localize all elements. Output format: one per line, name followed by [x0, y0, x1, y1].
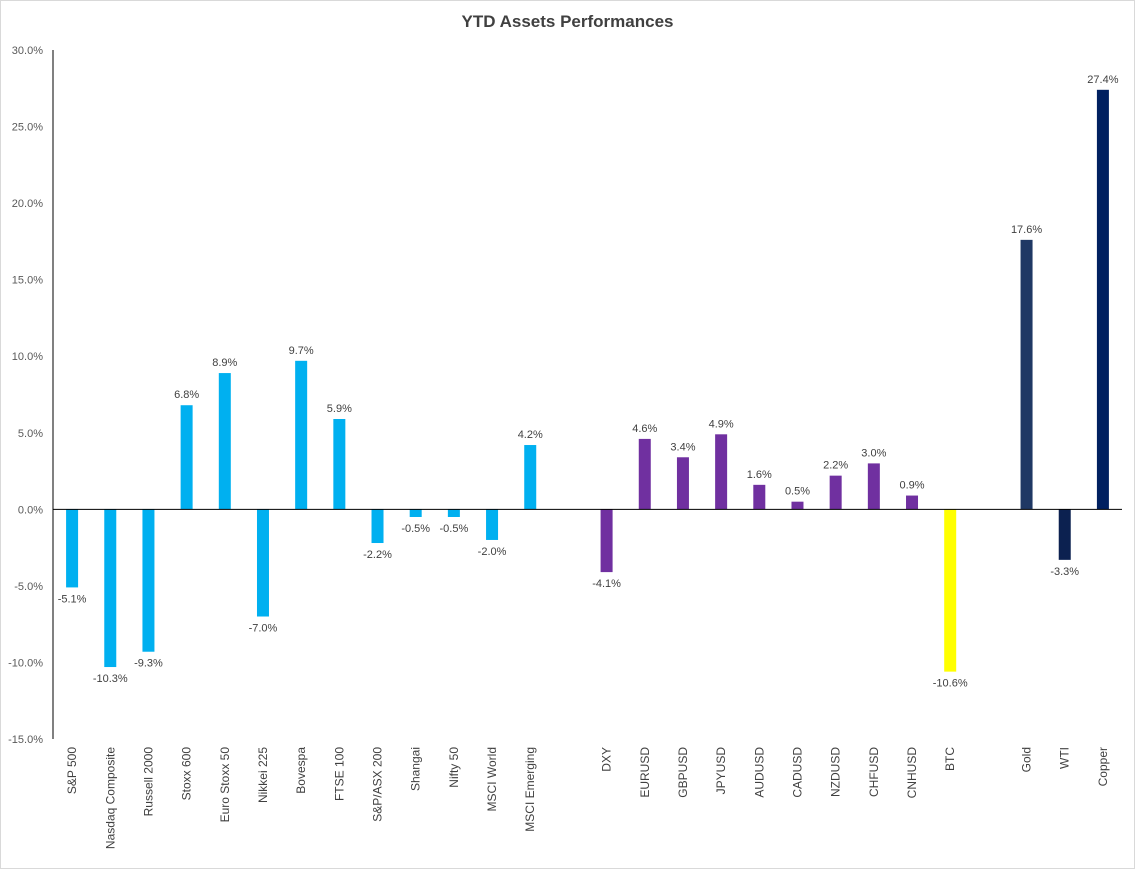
- bar: [256, 509, 269, 617]
- y-tick-label: -5.0%: [14, 581, 43, 593]
- x-tick-label: GBPUSD: [676, 747, 690, 798]
- data-label: 9.7%: [289, 345, 314, 357]
- bar: [486, 509, 499, 540]
- bar: [753, 484, 766, 510]
- data-label: 2.2%: [823, 460, 848, 472]
- data-label: 1.6%: [747, 469, 772, 481]
- x-tick-label: CNHUSD: [905, 747, 919, 799]
- chart-title: YTD Assets Performances: [461, 12, 674, 31]
- x-tick-label: Stoxx 600: [180, 747, 194, 801]
- data-label: -2.2%: [363, 549, 392, 561]
- labels-group: -15.0% -10.0% -5.0% 0.0% 5.0% 10.0% 15.0% 20.0%…: [8, 45, 1119, 849]
- x-tick-label: AUDUSD: [752, 747, 766, 798]
- y-tick-label: 10.0%: [12, 351, 43, 363]
- bar: [524, 445, 537, 510]
- bar: [1058, 509, 1071, 560]
- y-tick-label: 20.0%: [12, 198, 43, 210]
- bar: [295, 360, 308, 510]
- data-label: -5.1%: [58, 593, 87, 605]
- axes-group: [52, 50, 1122, 739]
- y-tick-label: 15.0%: [12, 275, 43, 287]
- x-tick-label: EURUSD: [638, 747, 652, 798]
- bar: [66, 509, 79, 588]
- bar: [333, 418, 346, 510]
- x-tick-label: Nasdaq Composite: [103, 747, 117, 849]
- data-label: 0.5%: [785, 486, 810, 498]
- bar: [600, 509, 613, 573]
- data-label: -2.0%: [478, 546, 507, 558]
- bar: [104, 509, 117, 668]
- bar: [676, 457, 689, 510]
- data-label: 4.6%: [632, 423, 657, 435]
- data-label: 4.9%: [709, 418, 734, 430]
- bar: [791, 501, 804, 510]
- x-tick-label: CADUSD: [790, 747, 804, 798]
- data-label: 3.4%: [670, 441, 695, 453]
- bar: [1020, 239, 1033, 510]
- data-label: 5.9%: [327, 403, 352, 415]
- x-tick-label: S&P/ASX 200: [371, 747, 385, 822]
- x-tick-label: DXY: [600, 747, 614, 772]
- bar: [829, 475, 842, 510]
- data-label: -4.1%: [592, 578, 621, 590]
- y-tick-label: -10.0%: [8, 657, 43, 669]
- x-tick-label: Copper: [1096, 747, 1110, 786]
- data-label: -10.3%: [93, 673, 128, 685]
- bar: [638, 438, 651, 510]
- x-tick-label: Gold: [1020, 747, 1034, 772]
- bar: [218, 373, 231, 510]
- x-tick-label: Euro Stoxx 50: [218, 747, 232, 823]
- x-tick-label: Nikkei 225: [256, 747, 270, 803]
- data-label: 17.6%: [1011, 224, 1042, 236]
- x-tick-label: FTSE 100: [332, 747, 346, 801]
- y-tick-label: 30.0%: [12, 45, 43, 57]
- y-tick-label: 25.0%: [12, 122, 43, 134]
- data-label: 3.0%: [861, 447, 886, 459]
- data-label: -0.5%: [401, 523, 430, 535]
- data-label: -9.3%: [134, 658, 163, 670]
- bar: [142, 509, 155, 652]
- bar: [867, 463, 880, 510]
- data-label: 27.4%: [1087, 74, 1118, 86]
- data-label: 0.9%: [899, 480, 924, 492]
- x-tick-label: JPYUSD: [714, 747, 728, 795]
- data-label: -7.0%: [249, 623, 278, 635]
- y-tick-label: 5.0%: [18, 428, 43, 440]
- data-label: -3.3%: [1050, 566, 1079, 578]
- x-tick-label: MSCI Emerging: [523, 747, 537, 832]
- x-tick-label: Nifty 50: [447, 747, 461, 788]
- data-label: -10.6%: [933, 678, 968, 690]
- bar: [371, 509, 384, 544]
- y-tick-label: -15.0%: [8, 734, 43, 746]
- x-tick-label: CHFUSD: [867, 747, 881, 797]
- bar: [944, 509, 957, 672]
- bar: [715, 434, 728, 510]
- x-tick-label: NZDUSD: [829, 747, 843, 797]
- x-tick-label: WTI: [1058, 747, 1072, 769]
- data-label: 8.9%: [212, 357, 237, 369]
- data-label: 4.2%: [518, 429, 543, 441]
- data-label: 6.8%: [174, 389, 199, 401]
- x-tick-label: Bovespa: [294, 747, 308, 794]
- x-tick-label: Russell 2000: [141, 747, 155, 817]
- bars-group: [66, 89, 1109, 672]
- x-tick-label: S&P 500: [65, 747, 79, 794]
- bar: [180, 405, 193, 510]
- bar: [1096, 89, 1109, 510]
- x-tick-label: MSCI World: [485, 747, 499, 811]
- x-tick-label: Shangai: [409, 747, 423, 791]
- data-label: -0.5%: [440, 523, 469, 535]
- bar: [409, 509, 422, 517]
- bar: [447, 509, 460, 517]
- x-tick-label: BTC: [943, 747, 957, 771]
- bar: [906, 495, 919, 510]
- y-tick-label: 0.0%: [18, 504, 43, 516]
